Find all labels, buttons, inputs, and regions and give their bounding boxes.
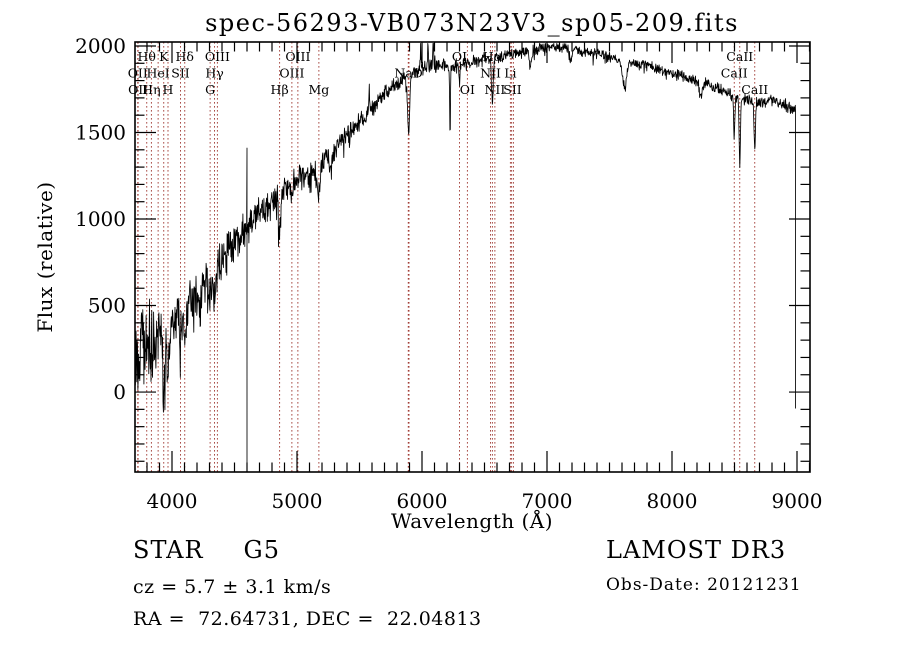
spectral-line-label: Li	[504, 66, 516, 81]
x-tick-label: 6000	[397, 489, 448, 513]
y-tick-label: 500	[88, 294, 126, 318]
spectral-line-label: NII	[484, 82, 505, 97]
subclass-label: G5	[243, 536, 280, 564]
axis-frame	[134, 41, 811, 473]
spectral-line-label: Hθ	[138, 49, 156, 64]
object-class-annotation: STAR G5	[133, 536, 280, 564]
x-tick-label: 8000	[647, 489, 698, 513]
spectral-line-label: CaII	[721, 66, 748, 81]
cz-annotation: cz = 5.7 ± 3.1 km/s	[133, 576, 332, 598]
y-tick-label: 1500	[75, 120, 126, 144]
obsdate-annotation: Obs-Date: 20121231	[606, 575, 802, 595]
spectral-line-label: HeI	[147, 66, 170, 81]
survey-annotation: LAMOST DR3	[606, 536, 787, 564]
spectral-line-label: CaII	[741, 82, 768, 97]
spectral-line-label: Hδ	[176, 49, 194, 64]
y-tick-label: 1000	[75, 207, 126, 231]
spectral-line-label: OI	[452, 49, 467, 64]
spectral-line-label: OII	[128, 66, 148, 81]
spectral-line-label: OIII	[279, 66, 304, 81]
spectral-line-label: Mg	[308, 82, 329, 97]
spectrum-path	[134, 42, 796, 473]
x-tick-label: 9000	[772, 489, 823, 513]
x-tick-label: 7000	[522, 489, 573, 513]
spectral-line-label: OIII	[285, 49, 310, 64]
spectral-line-label: SII	[503, 82, 522, 97]
spectral-line-label: OI	[460, 82, 475, 97]
spectral-line-label: OII	[128, 82, 148, 97]
radec-annotation: RA = 72.64731, DEC = 22.04813	[133, 608, 482, 630]
spectral-line-label: SII	[171, 66, 190, 81]
spectral-line-label: Hα	[483, 49, 503, 64]
x-axis-label: Wavelength (Å)	[391, 508, 553, 533]
spectral-line-label: CaII	[726, 49, 753, 64]
class-label: STAR	[133, 536, 204, 564]
x-tick-label: 5000	[272, 489, 323, 513]
spectral-line-label: H	[163, 82, 174, 97]
plot-title: spec-56293-VB073N23V3_sp05-209.fits	[205, 9, 739, 37]
spectral-line-label: NII	[480, 66, 501, 81]
spectral-line-label: NaD	[394, 66, 422, 81]
spectral-line-label: K	[159, 49, 169, 64]
spectral-line-label: Hβ	[271, 82, 289, 97]
y-axis-label: Flux (relative)	[33, 181, 57, 332]
spectral-line-label: Hγ	[205, 66, 223, 81]
y-tick-label: 0	[113, 380, 126, 404]
y-tick-label: 2000	[75, 34, 126, 58]
x-tick-label: 4000	[147, 489, 198, 513]
spectral-line-label: Hη	[142, 82, 160, 97]
spectral-line-label: G	[205, 82, 215, 97]
spectral-line-label: OIII	[205, 49, 230, 64]
